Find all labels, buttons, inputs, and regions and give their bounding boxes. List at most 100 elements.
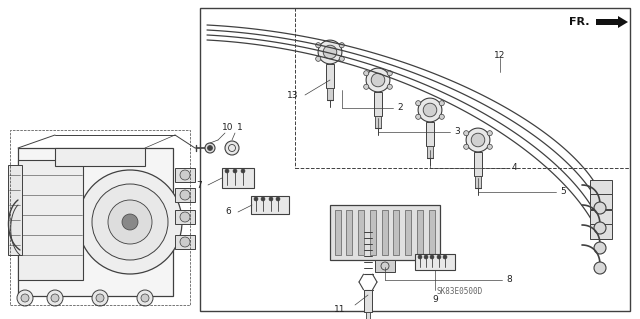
Bar bbox=[476, 176, 481, 189]
Text: 9: 9 bbox=[432, 295, 438, 305]
Circle shape bbox=[21, 294, 29, 302]
Bar bbox=[175, 235, 195, 249]
Circle shape bbox=[443, 255, 447, 259]
Circle shape bbox=[47, 290, 63, 306]
Bar bbox=[330, 205, 440, 260]
Text: 13: 13 bbox=[287, 91, 298, 100]
Text: FR.: FR. bbox=[570, 17, 590, 27]
Circle shape bbox=[387, 84, 392, 89]
Bar bbox=[590, 210, 612, 225]
Text: 6: 6 bbox=[225, 207, 231, 217]
Circle shape bbox=[423, 103, 437, 117]
Circle shape bbox=[487, 144, 492, 149]
Bar bbox=[376, 116, 381, 129]
Bar bbox=[364, 290, 372, 312]
Circle shape bbox=[418, 98, 442, 122]
Bar bbox=[18, 160, 83, 280]
Circle shape bbox=[17, 290, 33, 306]
Circle shape bbox=[323, 45, 337, 59]
Bar bbox=[590, 180, 612, 195]
Bar bbox=[175, 168, 195, 182]
Circle shape bbox=[415, 101, 420, 106]
Circle shape bbox=[594, 202, 606, 214]
Bar bbox=[335, 210, 341, 255]
Circle shape bbox=[180, 237, 190, 247]
Circle shape bbox=[466, 128, 490, 152]
Circle shape bbox=[51, 294, 59, 302]
Bar bbox=[18, 148, 173, 296]
Circle shape bbox=[92, 184, 168, 260]
Circle shape bbox=[92, 290, 108, 306]
Bar bbox=[358, 210, 364, 255]
Circle shape bbox=[241, 169, 245, 173]
Bar bbox=[382, 210, 388, 255]
Bar bbox=[346, 210, 352, 255]
Bar bbox=[474, 152, 483, 176]
Text: 1: 1 bbox=[237, 123, 243, 132]
Bar bbox=[200, 8, 630, 311]
Circle shape bbox=[339, 56, 344, 61]
Text: 3: 3 bbox=[454, 128, 460, 137]
Circle shape bbox=[364, 84, 369, 89]
Circle shape bbox=[318, 40, 342, 64]
Circle shape bbox=[437, 255, 441, 259]
Text: 4: 4 bbox=[512, 164, 518, 173]
Bar bbox=[175, 188, 195, 202]
Circle shape bbox=[233, 169, 237, 173]
FancyArrow shape bbox=[596, 16, 628, 28]
Bar bbox=[417, 210, 423, 255]
Circle shape bbox=[316, 56, 321, 61]
Circle shape bbox=[269, 197, 273, 201]
Text: SK83E0500D: SK83E0500D bbox=[437, 287, 483, 296]
Bar bbox=[10, 130, 190, 305]
Circle shape bbox=[387, 70, 392, 76]
Circle shape bbox=[430, 255, 434, 259]
Bar bbox=[428, 146, 433, 159]
Bar bbox=[590, 224, 612, 239]
Bar bbox=[366, 312, 370, 319]
Text: 10: 10 bbox=[222, 123, 234, 132]
Circle shape bbox=[366, 68, 390, 92]
Circle shape bbox=[371, 73, 385, 87]
Bar bbox=[429, 210, 435, 255]
Circle shape bbox=[424, 255, 428, 259]
Circle shape bbox=[225, 169, 229, 173]
Circle shape bbox=[141, 294, 149, 302]
Circle shape bbox=[487, 131, 492, 136]
Circle shape bbox=[122, 214, 138, 230]
Bar bbox=[222, 168, 254, 188]
Text: 8: 8 bbox=[506, 276, 512, 285]
Bar bbox=[405, 210, 411, 255]
Bar bbox=[393, 210, 399, 255]
Circle shape bbox=[180, 212, 190, 222]
Circle shape bbox=[205, 143, 215, 153]
Circle shape bbox=[594, 222, 606, 234]
Bar bbox=[590, 194, 612, 209]
Text: 12: 12 bbox=[494, 50, 506, 60]
Bar bbox=[370, 210, 376, 255]
Circle shape bbox=[439, 114, 444, 119]
Bar bbox=[55, 148, 145, 166]
Bar bbox=[326, 64, 334, 88]
Circle shape bbox=[463, 131, 468, 136]
Circle shape bbox=[339, 43, 344, 48]
Circle shape bbox=[471, 133, 485, 147]
Bar bbox=[328, 88, 333, 100]
Circle shape bbox=[137, 290, 153, 306]
Circle shape bbox=[108, 200, 152, 244]
Circle shape bbox=[594, 262, 606, 274]
Circle shape bbox=[463, 144, 468, 149]
Text: 2: 2 bbox=[397, 103, 403, 113]
Circle shape bbox=[415, 114, 420, 119]
Circle shape bbox=[254, 197, 258, 201]
Text: 5: 5 bbox=[560, 188, 566, 197]
Circle shape bbox=[96, 294, 104, 302]
Circle shape bbox=[364, 70, 369, 76]
Bar bbox=[374, 92, 382, 116]
Bar bbox=[415, 254, 455, 270]
Circle shape bbox=[276, 197, 280, 201]
Bar bbox=[251, 196, 289, 214]
Bar bbox=[8, 165, 22, 255]
Circle shape bbox=[180, 170, 190, 180]
Circle shape bbox=[78, 170, 182, 274]
